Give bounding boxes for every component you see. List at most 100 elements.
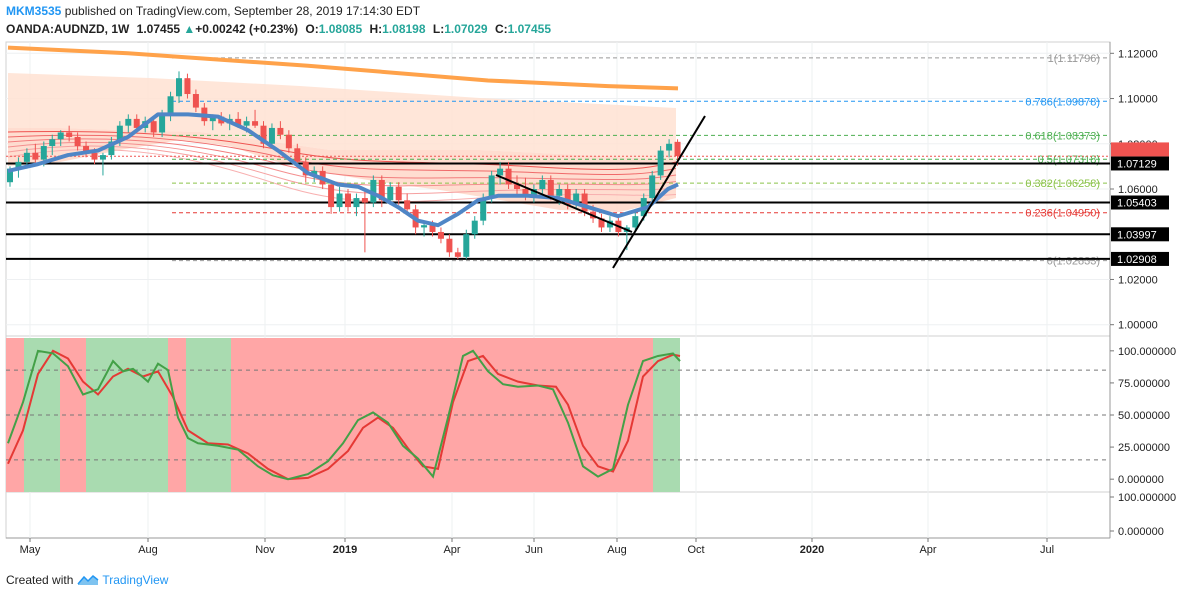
stochastic-oscillator	[6, 349, 1110, 481]
price-badge-text-3: 1.02908	[1117, 254, 1157, 266]
oscillator-axis[interactable]: 100.000000 75.000000 50.000000 25.000000 0.0…	[1110, 346, 1176, 538]
candle-body-62	[530, 189, 537, 196]
candle-body-4	[40, 146, 47, 160]
fib-label-1: 0.786(1.09878)	[1025, 96, 1100, 108]
trading-chart[interactable]: 1(1.11796) 0.786(1.09878) 0.618(1.08373) 0.…	[0, 0, 1188, 560]
change-arrow-icon: ▲	[183, 22, 196, 36]
price-badge-1	[1111, 195, 1169, 210]
candle-body-20	[176, 78, 182, 97]
candle-body-12	[108, 141, 115, 156]
candle-body-3	[32, 152, 39, 160]
candle-body-17	[150, 121, 157, 133]
ascending-trendline	[612, 115, 706, 269]
time-tick-label-8: 2020	[800, 544, 824, 556]
candle-body-66	[564, 189, 571, 205]
price-change: +0.00242 (+0.23%)	[195, 22, 299, 36]
candle-body-77	[657, 150, 664, 176]
close-label: C:	[494, 22, 508, 36]
candle-body-13	[116, 125, 123, 142]
ribbon-line-2	[7, 138, 677, 181]
horizontal-levels[interactable]	[6, 155, 1110, 260]
candle-body-33	[285, 134, 292, 149]
low-value: 1.07029	[444, 22, 488, 36]
candle-body-14	[125, 118, 132, 126]
candle-body-36	[311, 170, 318, 176]
last-price: 1.07455	[136, 22, 181, 36]
ribbon-area-upper	[8, 73, 676, 160]
candle-body-49	[421, 225, 428, 228]
candle-body-44	[378, 179, 385, 201]
candle-body-42	[361, 198, 368, 203]
ribbon-line-3	[7, 141, 677, 187]
symbol-name: OANDA:AUDNZD, 1W	[6, 22, 130, 36]
candle-body-65	[556, 189, 563, 196]
open-value: 1.08085	[318, 22, 363, 36]
candle-body-50	[429, 225, 436, 232]
candle-body-34	[294, 148, 301, 162]
candle-body-56	[480, 198, 487, 221]
candle-body-53	[454, 252, 461, 257]
candle-body-6	[57, 132, 64, 140]
candle-body-43	[370, 179, 377, 203]
osc-tick-label-0: 100.000000	[1118, 346, 1176, 358]
candle-body-64	[547, 179, 554, 196]
fib-label-6: 0(1.02833)	[1047, 256, 1100, 268]
candle-body-15	[133, 118, 140, 128]
candle-body-79	[674, 141, 681, 157]
time-tick-label-0: May	[20, 544, 41, 556]
footer: Created with TradingView	[6, 573, 168, 587]
candle-body-29	[252, 121, 259, 126]
candle-body-0	[7, 168, 13, 183]
candle-body-35	[302, 161, 309, 176]
fib-label-0: 1(1.11796)	[1048, 53, 1100, 65]
candle-body-7	[66, 132, 73, 137]
lower-tick-label-1: 0.000000	[1118, 526, 1164, 538]
author-name[interactable]: MKM3535	[6, 4, 62, 18]
candle-body-52	[446, 238, 453, 253]
candle-body-32	[277, 127, 284, 135]
fib-label-5: 0.236(1.04950)	[1025, 208, 1100, 220]
time-tick-label-4: Apr	[443, 544, 460, 556]
price-badge-0	[1111, 156, 1169, 171]
candle-body-31	[268, 127, 275, 144]
candle-body-40	[345, 193, 351, 208]
candle-body-2	[23, 152, 30, 162]
time-tick-label-9: Apr	[919, 544, 936, 556]
candle-body-60	[514, 184, 520, 189]
candle-body-46	[395, 186, 402, 201]
tradingview-brand[interactable]: TradingView	[102, 573, 169, 587]
candle-body-10	[91, 152, 98, 160]
candle-body-59	[505, 168, 512, 185]
candle-body-27	[235, 118, 242, 126]
candle-body-47	[404, 200, 411, 210]
candle-body-5	[49, 139, 56, 147]
candle-body-8	[74, 136, 81, 147]
time-tick-label-2: Nov	[255, 544, 275, 556]
osc-tick-label-3: 25.000000	[1118, 442, 1170, 454]
time-axis[interactable]: May Aug Nov 2019 Apr Jun Aug Oct 2020 Apr Jul	[20, 538, 1054, 556]
candle-body-55	[471, 220, 478, 235]
candle-body-22	[192, 94, 199, 108]
candle-body-61	[522, 189, 529, 196]
fib-label-2: 0.618(1.08373)	[1025, 130, 1100, 142]
candle-body-9	[83, 146, 90, 153]
candle-body-45	[387, 186, 394, 201]
orange-moving-average	[7, 45, 679, 91]
tradingview-logo-icon	[77, 574, 99, 585]
trendlines[interactable]	[495, 115, 706, 269]
stoch-k-line	[7, 349, 681, 481]
created-with-text: Created with	[6, 573, 74, 587]
blue-ema	[7, 112, 679, 228]
price-axis[interactable]: 1.120001.100001.080001.060001.020001.000…	[1110, 48, 1169, 332]
candle-body-76	[649, 175, 656, 199]
candle-body-67	[573, 193, 580, 205]
candle-body-28	[243, 121, 250, 126]
price-tick-label-3: 1.06000	[1118, 184, 1158, 196]
candle-body-41	[353, 198, 360, 208]
candle-body-54	[463, 234, 470, 257]
publish-info: MKM3535 published on TradingView.com, Se…	[6, 4, 420, 18]
candle-body-51	[437, 231, 444, 239]
candle-body-1	[15, 161, 22, 169]
price-tick-label-0: 1.12000	[1118, 48, 1158, 60]
ribbon-area-lower	[8, 128, 676, 212]
